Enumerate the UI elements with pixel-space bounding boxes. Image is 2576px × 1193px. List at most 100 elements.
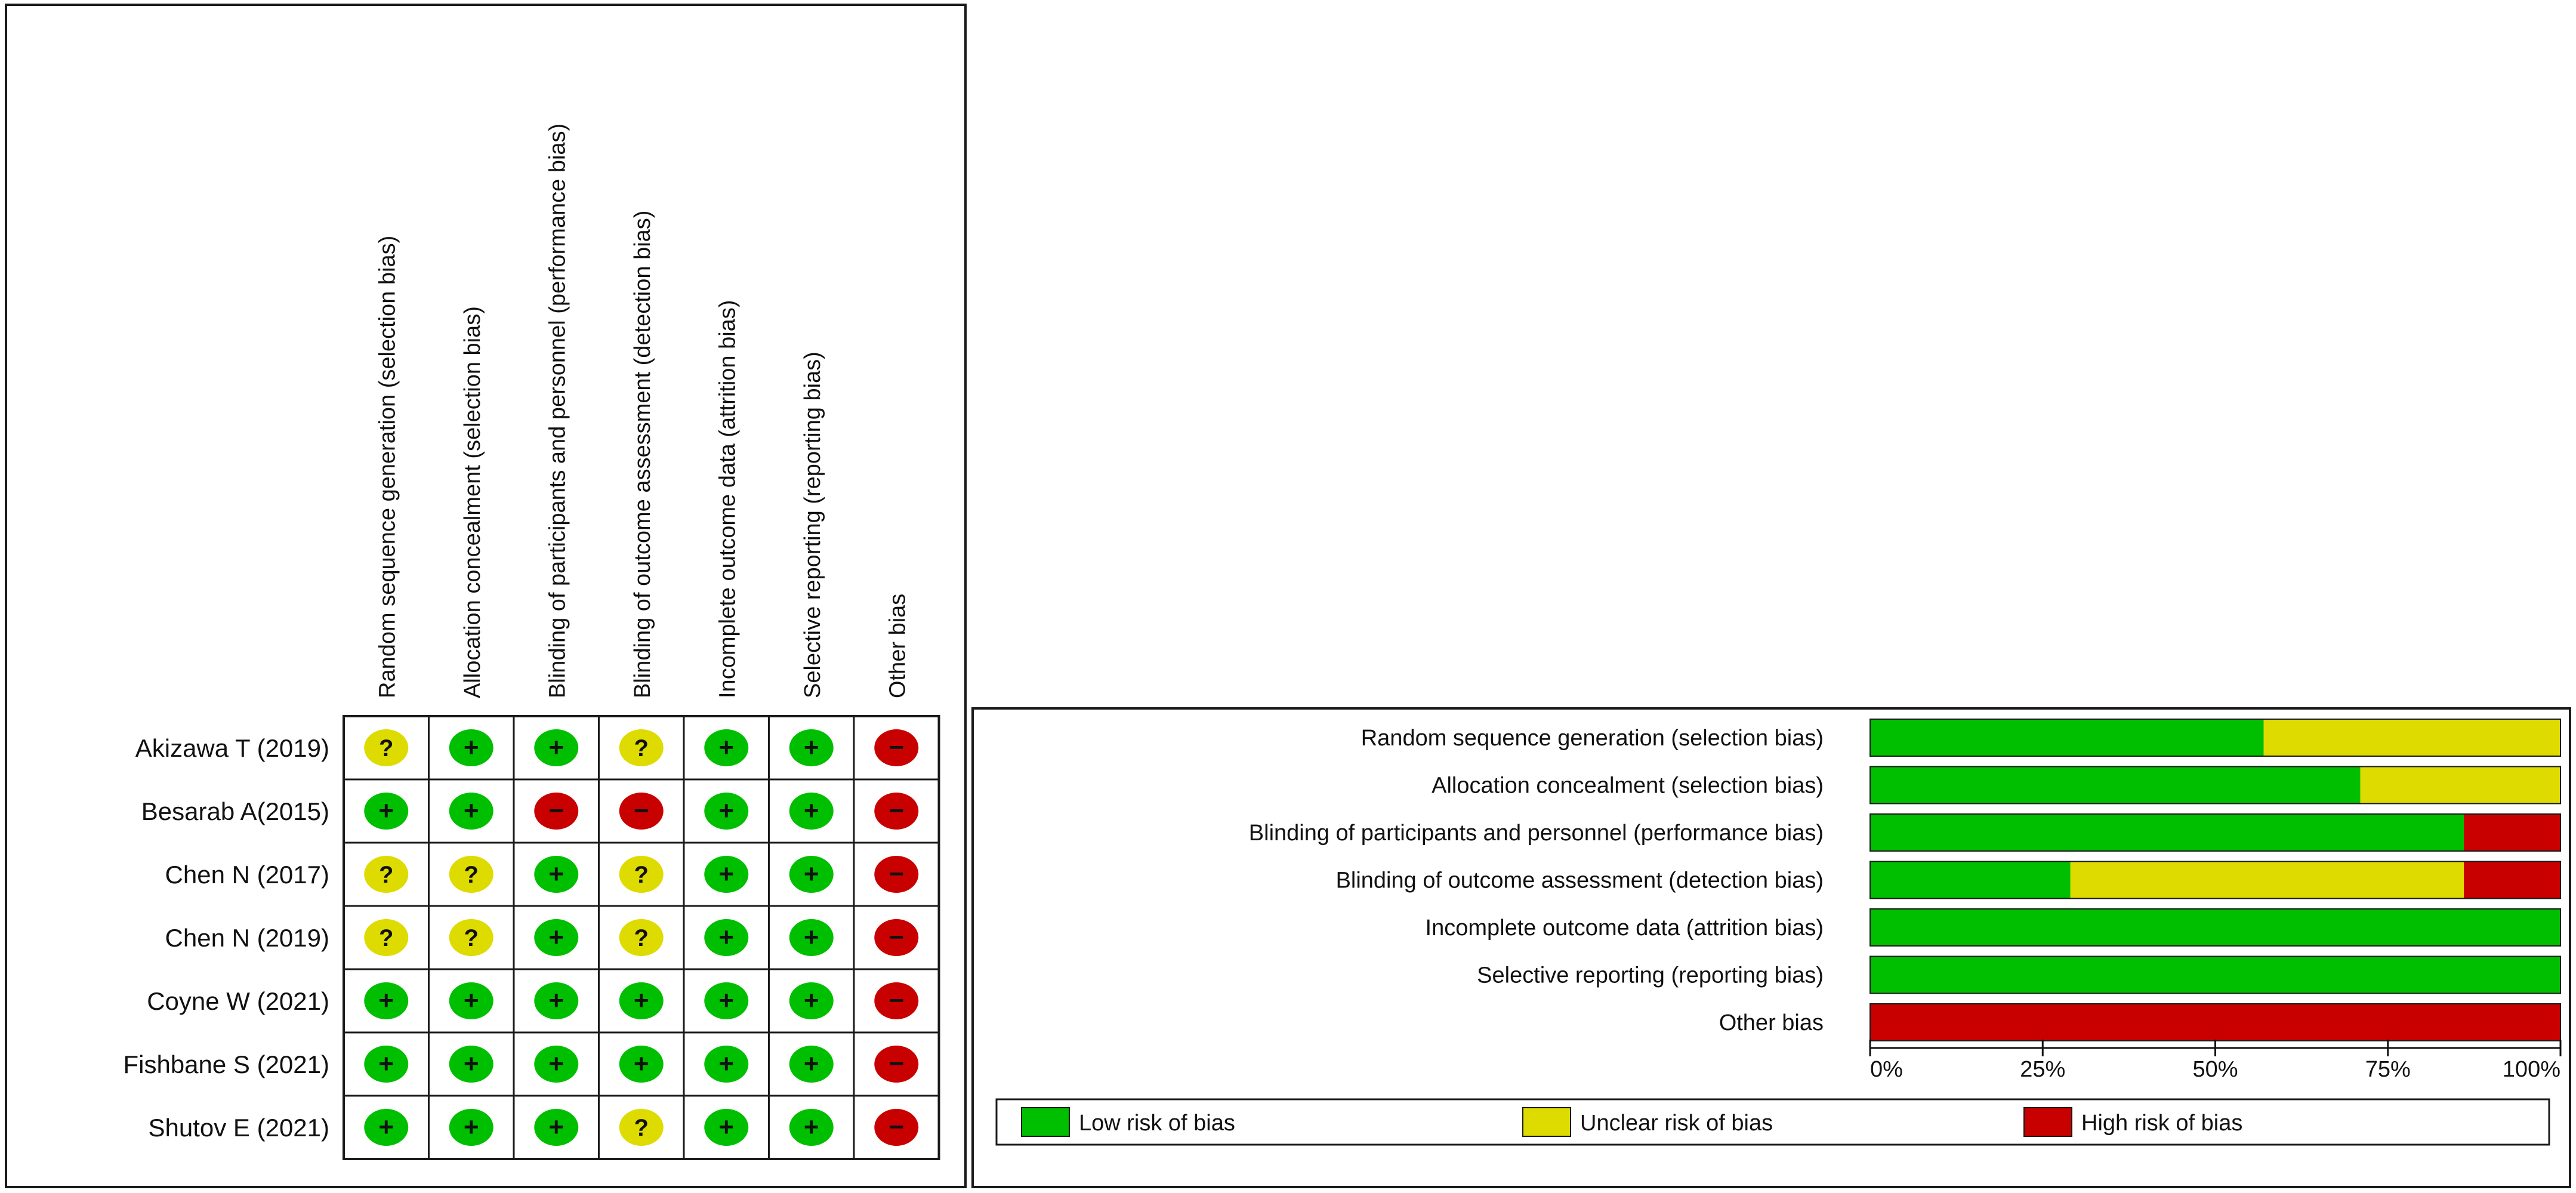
rating-low-icon bbox=[449, 793, 493, 830]
rating-symbol: + bbox=[548, 1049, 564, 1078]
bar-segment bbox=[2070, 861, 2464, 899]
rating-symbol: ? bbox=[464, 925, 479, 951]
category-label: Blinding of outcome assessment (detectio… bbox=[1336, 868, 1824, 893]
rating-symbol: − bbox=[889, 796, 904, 825]
bar-outline bbox=[1869, 813, 2561, 852]
x-tick-label: 100% bbox=[2503, 1057, 2560, 1082]
rating-symbol: + bbox=[378, 1049, 394, 1078]
rating-low-icon bbox=[789, 1046, 834, 1083]
rating-symbol: ? bbox=[634, 1115, 649, 1141]
rating-symbol: + bbox=[804, 923, 819, 952]
rating-symbol: + bbox=[634, 986, 649, 1015]
rating-low-icon bbox=[534, 1109, 579, 1146]
bar-outline bbox=[1869, 719, 2561, 757]
column-header: Random sequence generation (selection bi… bbox=[375, 236, 400, 698]
rating-low-icon bbox=[534, 856, 579, 893]
study-label: Akizawa T (2019) bbox=[135, 734, 329, 762]
stacked-bar-chart: Random sequence generation (selection bi… bbox=[995, 719, 2562, 1146]
bar-outline bbox=[1869, 861, 2561, 899]
rating-unclear-icon bbox=[619, 729, 664, 766]
rating-low-icon bbox=[704, 793, 749, 830]
study-label: Chen N (2017) bbox=[165, 861, 329, 889]
column-header: Incomplete outcome data (attrition bias) bbox=[715, 300, 740, 698]
rating-unclear-icon bbox=[364, 856, 409, 893]
bar-segment bbox=[2263, 719, 2560, 756]
rating-low-icon bbox=[789, 729, 834, 766]
column-header: Blinding of participants and personnel (… bbox=[545, 124, 570, 698]
rating-low-icon bbox=[364, 1109, 409, 1146]
column-header: Allocation concealment (selection bias) bbox=[460, 306, 485, 698]
rating-high-icon bbox=[874, 793, 919, 830]
rating-low-icon bbox=[619, 1046, 664, 1083]
bar-segment bbox=[1870, 909, 2560, 946]
rating-unclear-icon bbox=[449, 856, 493, 893]
risk-of-bias-graph: Random sequence generation (selection bi… bbox=[971, 707, 2571, 1188]
rating-low-icon bbox=[789, 982, 834, 1019]
rating-unclear-icon bbox=[619, 856, 664, 893]
x-tick-label: 75% bbox=[2365, 1057, 2411, 1082]
bar-segment bbox=[1870, 814, 2464, 851]
study-label: Besarab A(2015) bbox=[141, 797, 329, 825]
legend-swatch bbox=[1021, 1107, 1070, 1137]
rating-symbol: − bbox=[889, 859, 904, 889]
risk-of-bias-summary: Random sequence generation (selection bi… bbox=[5, 4, 967, 1188]
rating-symbol: + bbox=[804, 733, 819, 762]
rating-symbol: ? bbox=[464, 862, 479, 888]
rating-low-icon bbox=[789, 856, 834, 893]
rating-unclear-icon bbox=[619, 919, 664, 956]
study-label: Shutov E (2021) bbox=[148, 1114, 329, 1142]
rating-symbol: + bbox=[804, 859, 819, 889]
rating-symbol: + bbox=[464, 986, 479, 1015]
rating-low-icon bbox=[534, 919, 579, 956]
rating-low-icon bbox=[534, 1046, 579, 1083]
rating-symbol: ? bbox=[634, 735, 649, 762]
rating-unclear-icon bbox=[364, 919, 409, 956]
rating-symbol: − bbox=[889, 733, 904, 762]
rating-symbol: + bbox=[378, 986, 394, 1015]
rating-symbol: + bbox=[464, 1049, 479, 1078]
rating-low-icon bbox=[534, 729, 579, 766]
legend-swatch bbox=[1522, 1107, 1571, 1137]
rating-symbol: + bbox=[548, 923, 564, 952]
rating-symbol: + bbox=[718, 923, 734, 952]
rating-low-icon bbox=[704, 982, 749, 1019]
column-header: Selective reporting (reporting bias) bbox=[800, 352, 825, 698]
rating-symbol: + bbox=[634, 1049, 649, 1078]
rating-low-icon bbox=[619, 982, 664, 1019]
rating-high-icon bbox=[619, 793, 664, 830]
grid-outline bbox=[343, 715, 940, 1160]
category-label: Blinding of participants and personnel (… bbox=[1249, 821, 1824, 846]
rating-symbol: + bbox=[804, 1049, 819, 1078]
rating-unclear-icon bbox=[449, 919, 493, 956]
column-header: Blinding of outcome assessment (detectio… bbox=[630, 211, 655, 698]
rating-low-icon bbox=[704, 919, 749, 956]
rating-symbol: + bbox=[548, 986, 564, 1015]
x-tick-label: 50% bbox=[2192, 1057, 2238, 1082]
rating-low-icon bbox=[704, 1109, 749, 1146]
bar-outline bbox=[1869, 766, 2561, 804]
bar-segment bbox=[1870, 956, 2560, 994]
rating-symbol: − bbox=[889, 1049, 904, 1078]
bar-segment bbox=[2360, 766, 2560, 804]
summary-grid: Random sequence generation (selection bi… bbox=[123, 124, 940, 1160]
rating-symbol: − bbox=[889, 923, 904, 952]
rating-symbol: + bbox=[378, 796, 394, 825]
rating-low-icon bbox=[704, 729, 749, 766]
bar-segment bbox=[2464, 814, 2560, 851]
rating-symbol: ? bbox=[379, 735, 393, 762]
x-tick-label: 0% bbox=[1870, 1057, 1903, 1082]
bar-segment bbox=[1870, 766, 2361, 804]
study-label: Chen N (2019) bbox=[165, 924, 329, 952]
rating-low-icon bbox=[704, 1046, 749, 1083]
category-label: Allocation concealment (selection bias) bbox=[1432, 773, 1824, 799]
rating-symbol: + bbox=[804, 986, 819, 1015]
bar-segment bbox=[1870, 861, 2071, 899]
rating-symbol: + bbox=[464, 796, 479, 825]
bar-segment bbox=[1870, 1004, 2560, 1041]
rating-low-icon bbox=[364, 982, 409, 1019]
rating-symbol: ? bbox=[379, 862, 393, 888]
rating-symbol: + bbox=[718, 1049, 734, 1078]
rating-high-icon bbox=[534, 793, 579, 830]
category-label: Selective reporting (reporting bias) bbox=[1477, 963, 1824, 988]
study-label: Fishbane S (2021) bbox=[123, 1050, 329, 1078]
